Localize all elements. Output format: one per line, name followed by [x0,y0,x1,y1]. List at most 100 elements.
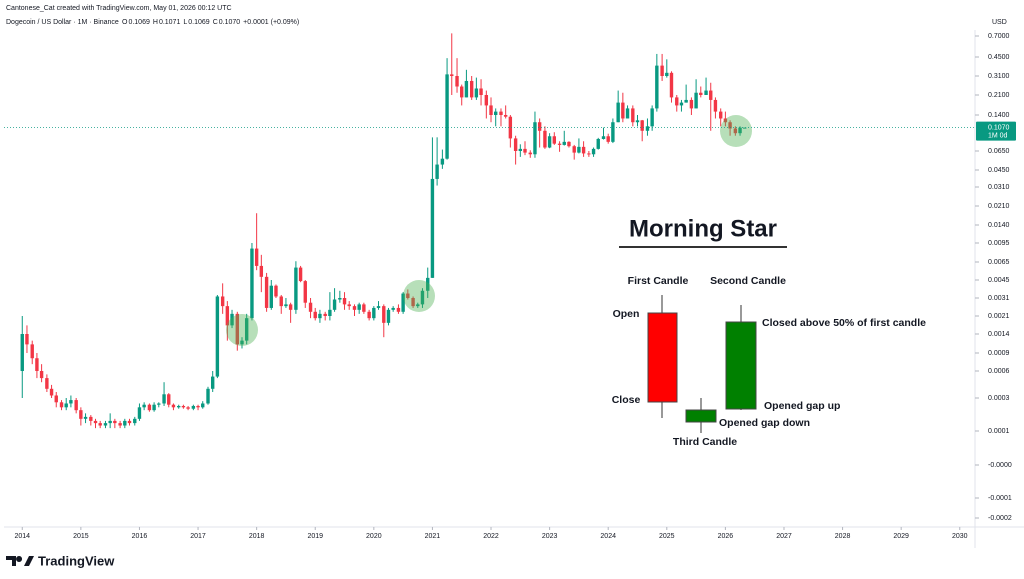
y-tick-label: 0.4500 [988,54,1010,61]
candle-body [103,423,108,426]
candle-body [20,334,24,371]
candle-body [587,153,591,155]
candle-body [235,313,240,345]
candle-body [572,146,576,153]
candle-body [635,120,640,123]
y-tick-label: 0.0014 [988,331,1010,338]
candle-body [177,405,181,408]
diagram-title: Morning Star [629,215,777,242]
ohlc-value: 0.1070 [219,19,241,26]
candle-body [401,293,405,312]
candle-body [499,111,503,115]
candle-body [469,80,474,98]
candle-body [318,313,322,319]
candle-body [196,405,200,408]
x-tick-label: 2023 [542,533,558,540]
candle-body [127,420,132,424]
candle-body [59,402,64,408]
ohlc-value: 0.1069 [188,19,210,26]
candle-body [133,418,137,424]
candle-body [552,136,556,144]
candle-body [420,290,425,305]
x-tick-label: 2030 [952,533,968,540]
candle-body [269,285,273,308]
ohlc-change: +0.0001 (+0.09%) [243,19,299,26]
candle-body [352,306,357,310]
candle-body [98,423,102,426]
y-tick-label: 0.0031 [988,295,1010,302]
candle [685,409,717,423]
candle-body [294,267,298,310]
candle-body [230,313,234,326]
candle-body [596,138,600,149]
candle-body [254,248,259,266]
candle-body [362,304,366,312]
candle-body [89,416,93,421]
label: Closed above 50% of first candle [762,317,926,329]
candle-body [669,72,674,98]
candle-body [660,65,664,76]
candle-body [625,108,630,119]
x-tick-label: 2017 [190,533,206,540]
x-tick-label: 2014 [14,533,30,540]
candle-body [328,309,332,316]
candle-body [118,423,122,426]
brand-logo [6,556,34,566]
candle-body [435,164,439,179]
candle-body [513,138,518,151]
x-tick-label: 2019 [307,533,323,540]
ohlc-value: 0.1071 [159,19,181,26]
candle-body [704,90,708,95]
candle-body [64,403,68,408]
candle-body [357,304,361,310]
candle-body [157,403,161,405]
last-price-label: 0.1070 [988,124,1010,131]
candle-body [376,306,381,308]
currency: USD [992,19,1007,26]
x-tick-label: 2025 [659,533,675,540]
candle-body [518,148,523,151]
candle-body [303,281,307,303]
label: First Candle [628,275,689,287]
x-tick-label: 2022 [483,533,499,540]
candle-body [240,340,244,345]
candle-body [367,311,371,319]
candle-body [543,130,547,148]
credit: Cantonese_Cat created with TradingView.c… [6,5,232,12]
candle-body [54,395,58,403]
candle-body [537,122,542,131]
candle-body [445,74,449,159]
brand: TradingView [6,553,115,568]
y-tick-label: 0.0006 [988,368,1010,375]
candle-body [606,136,610,142]
candle [647,312,678,403]
candle-body [74,400,78,411]
candle-body [69,400,73,404]
y-tick-label: 0.0210 [988,203,1010,210]
y-tick-label: 0.0650 [988,148,1010,155]
candle-body [250,248,254,319]
y-tick-label: 0.0021 [988,313,1010,320]
candle-body [313,311,317,319]
candle-body [30,344,34,359]
candle-body [323,313,327,316]
x-tick-label: 2021 [425,533,441,540]
candle-body [631,108,635,123]
candle-body [508,116,513,139]
y-tick-label: 0.0095 [988,240,1010,247]
candle-body [215,296,220,377]
candle-body [484,95,489,106]
candle-body [142,404,146,408]
plot [20,33,747,429]
candle-body [743,127,747,129]
candle-body [738,127,742,134]
candle-body [259,265,264,277]
highlight-circle [226,314,258,346]
y-tick-label: 0.2100 [988,92,1010,99]
candle-body [225,306,230,326]
candle-body [244,318,249,341]
label: Opened gap down [719,417,810,429]
candle-body [191,405,196,409]
candle-body [523,148,527,153]
